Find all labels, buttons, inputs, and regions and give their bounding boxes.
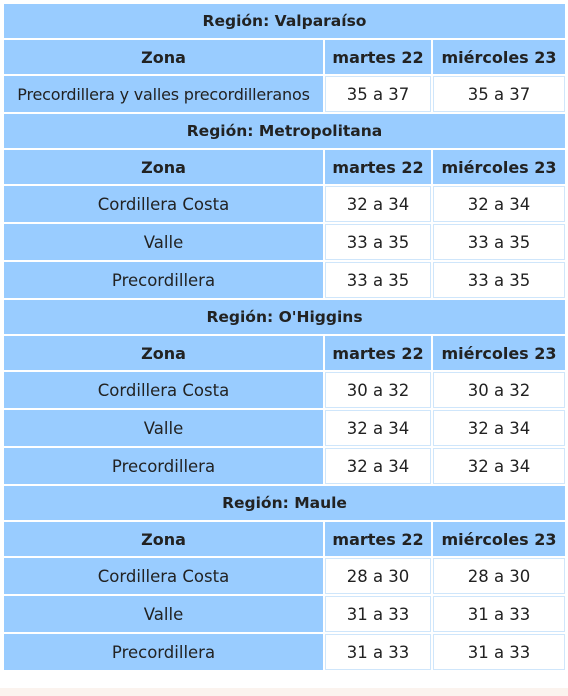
region-row-valparaiso: Región: Valparaíso xyxy=(4,4,566,38)
zone-column-header: Zona xyxy=(4,150,323,184)
day1-cell: 32 a 34 xyxy=(325,410,431,446)
day2-cell: 31 a 33 xyxy=(433,634,566,670)
zone-column-header: Zona xyxy=(4,522,323,556)
zone-cell: Precordillera xyxy=(4,448,323,484)
day1-column-header: martes 22 xyxy=(325,150,431,184)
day2-cell: 32 a 34 xyxy=(433,186,566,222)
day2-column-header: miércoles 23 xyxy=(433,522,566,556)
region-title: Región: O'Higgins xyxy=(4,300,566,334)
region-title: Región: Metropolitana xyxy=(4,114,566,148)
region-title: Región: Valparaíso xyxy=(4,4,566,38)
day2-column-header: miércoles 23 xyxy=(433,150,566,184)
day1-column-header: martes 22 xyxy=(325,40,431,74)
zone-column-header: Zona xyxy=(4,40,323,74)
zone-cell: Precordillera y valles precordilleranos xyxy=(4,76,323,112)
header-row: Zona martes 22 miércoles 23 xyxy=(4,40,566,74)
day2-cell: 28 a 30 xyxy=(433,558,566,594)
zone-cell: Cordillera Costa xyxy=(4,186,323,222)
day1-cell: 33 a 35 xyxy=(325,224,431,260)
day1-cell: 31 a 33 xyxy=(325,634,431,670)
day2-cell: 32 a 34 xyxy=(433,448,566,484)
day1-cell: 28 a 30 xyxy=(325,558,431,594)
table-row: Valle 32 a 34 32 a 34 xyxy=(4,410,566,446)
table-row: Cordillera Costa 28 a 30 28 a 30 xyxy=(4,558,566,594)
day1-column-header: martes 22 xyxy=(325,336,431,370)
region-title: Región: Maule xyxy=(4,486,566,520)
zone-cell: Cordillera Costa xyxy=(4,372,323,408)
zone-cell: Valle xyxy=(4,410,323,446)
header-row: Zona martes 22 miércoles 23 xyxy=(4,150,566,184)
page-bottom-strip xyxy=(0,688,568,696)
day2-cell: 35 a 37 xyxy=(433,76,566,112)
day1-cell: 35 a 37 xyxy=(325,76,431,112)
temperature-table-container: Región: Valparaíso Zona martes 22 miérco… xyxy=(2,2,568,672)
zone-cell: Precordillera xyxy=(4,262,323,298)
zone-cell: Cordillera Costa xyxy=(4,558,323,594)
region-row-maule: Región: Maule xyxy=(4,486,566,520)
day1-cell: 33 a 35 xyxy=(325,262,431,298)
day2-cell: 33 a 35 xyxy=(433,224,566,260)
table-row: Precordillera 33 a 35 33 a 35 xyxy=(4,262,566,298)
table-row: Precordillera 32 a 34 32 a 34 xyxy=(4,448,566,484)
table-row: Valle 33 a 35 33 a 35 xyxy=(4,224,566,260)
header-row: Zona martes 22 miércoles 23 xyxy=(4,336,566,370)
day1-cell: 31 a 33 xyxy=(325,596,431,632)
day2-cell: 33 a 35 xyxy=(433,262,566,298)
table-row: Precordillera y valles precordilleranos … xyxy=(4,76,566,112)
day2-column-header: miércoles 23 xyxy=(433,40,566,74)
temperature-forecast-table: Región: Valparaíso Zona martes 22 miérco… xyxy=(2,2,568,672)
day1-cell: 32 a 34 xyxy=(325,186,431,222)
header-row: Zona martes 22 miércoles 23 xyxy=(4,522,566,556)
zone-cell: Valle xyxy=(4,596,323,632)
day1-cell: 32 a 34 xyxy=(325,448,431,484)
zone-cell: Valle xyxy=(4,224,323,260)
day1-column-header: martes 22 xyxy=(325,522,431,556)
region-row-metropolitana: Región: Metropolitana xyxy=(4,114,566,148)
zone-column-header: Zona xyxy=(4,336,323,370)
day2-cell: 30 a 32 xyxy=(433,372,566,408)
region-row-ohiggins: Región: O'Higgins xyxy=(4,300,566,334)
table-row: Cordillera Costa 30 a 32 30 a 32 xyxy=(4,372,566,408)
table-row: Valle 31 a 33 31 a 33 xyxy=(4,596,566,632)
zone-cell: Precordillera xyxy=(4,634,323,670)
day2-column-header: miércoles 23 xyxy=(433,336,566,370)
day1-cell: 30 a 32 xyxy=(325,372,431,408)
day2-cell: 31 a 33 xyxy=(433,596,566,632)
table-row: Precordillera 31 a 33 31 a 33 xyxy=(4,634,566,670)
table-row: Cordillera Costa 32 a 34 32 a 34 xyxy=(4,186,566,222)
day2-cell: 32 a 34 xyxy=(433,410,566,446)
